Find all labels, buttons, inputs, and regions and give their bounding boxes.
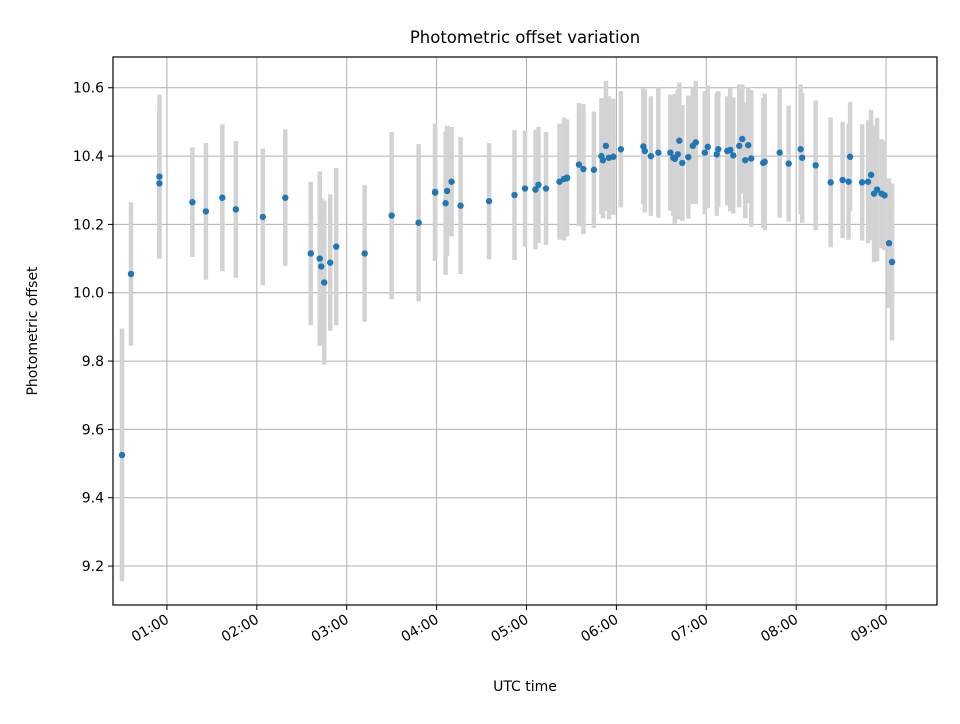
y-tick-label: 10.6 — [73, 81, 104, 97]
data-point — [443, 187, 451, 195]
y-tick-label: 9.2 — [82, 559, 104, 575]
y-tick-label: 9.8 — [82, 354, 104, 370]
data-point — [127, 270, 135, 278]
data-point — [575, 161, 583, 168]
data-point — [307, 250, 314, 257]
data-point — [532, 186, 539, 193]
chart-title: Photometric offset variation — [410, 28, 640, 47]
data-point — [739, 135, 746, 143]
data-point — [118, 451, 126, 459]
data-point — [845, 178, 852, 185]
data-point — [542, 185, 550, 192]
data-point — [641, 147, 649, 155]
data-point — [715, 146, 722, 153]
data-point — [864, 178, 872, 185]
data-point — [316, 255, 323, 262]
data-point — [655, 149, 662, 156]
data-point — [858, 179, 866, 186]
data-point — [388, 212, 395, 219]
data-point — [333, 243, 340, 250]
data-point — [674, 151, 682, 158]
data-point — [748, 155, 755, 162]
data-point — [327, 259, 334, 266]
data-point — [713, 151, 720, 158]
data-point — [867, 171, 875, 179]
data-point — [563, 174, 571, 181]
data-point — [602, 142, 610, 150]
data-point — [282, 194, 289, 201]
data-point — [873, 186, 881, 193]
data-point — [521, 185, 529, 192]
data-point — [742, 156, 749, 164]
data-point — [839, 176, 846, 184]
data-point — [846, 153, 854, 160]
data-point — [232, 206, 240, 213]
data-point — [679, 159, 686, 167]
axes-frame — [112, 56, 938, 606]
data-point — [685, 153, 692, 161]
data-point — [590, 166, 598, 173]
data-point — [448, 178, 455, 185]
data-point — [647, 152, 655, 160]
data-point — [701, 149, 708, 156]
data-point — [885, 239, 893, 247]
data-point — [745, 141, 752, 149]
data-point — [580, 165, 587, 173]
data-point — [730, 152, 737, 159]
data-point — [727, 146, 734, 154]
data-point — [785, 160, 792, 167]
data-point — [361, 250, 368, 257]
y-tick-label: 10.0 — [73, 286, 104, 302]
data-point — [259, 213, 267, 221]
y-tick-label: 9.6 — [82, 422, 104, 438]
x-axis-label: UTC time — [493, 679, 557, 695]
y-tick-label: 9.4 — [82, 491, 104, 507]
data-point — [761, 158, 768, 166]
data-point — [156, 173, 163, 180]
y-axis-ticks: 9.2 9.4 9.6 9.8 10.0 10.2 10.4 10.6 — [73, 81, 113, 575]
data-point — [485, 197, 493, 205]
data-point — [798, 154, 806, 161]
y-tick-label: 10.2 — [73, 217, 104, 233]
y-tick-label: 10.4 — [73, 149, 104, 165]
data-point — [827, 179, 834, 186]
data-point — [676, 137, 683, 144]
data-point — [617, 146, 625, 153]
data-point — [776, 149, 783, 156]
y-axis-label: Photometric offset — [25, 266, 41, 396]
data-points — [118, 135, 896, 459]
data-point — [888, 258, 896, 266]
data-point — [511, 191, 518, 199]
data-point — [189, 198, 196, 206]
data-point — [797, 146, 804, 153]
data-point — [318, 263, 325, 270]
data-point — [610, 153, 617, 160]
data-point — [415, 219, 422, 226]
data-point — [457, 202, 464, 209]
data-point — [599, 156, 607, 164]
data-point — [431, 188, 439, 196]
data-point — [881, 192, 888, 199]
data-point — [704, 143, 711, 151]
data-point — [321, 279, 328, 286]
data-point — [667, 149, 674, 156]
data-point — [202, 208, 210, 215]
data-point — [442, 200, 449, 207]
data-point — [812, 162, 819, 169]
data-point — [692, 139, 699, 146]
data-point — [736, 142, 743, 150]
data-point — [535, 181, 542, 188]
data-point — [156, 180, 163, 187]
data-point — [219, 194, 226, 201]
